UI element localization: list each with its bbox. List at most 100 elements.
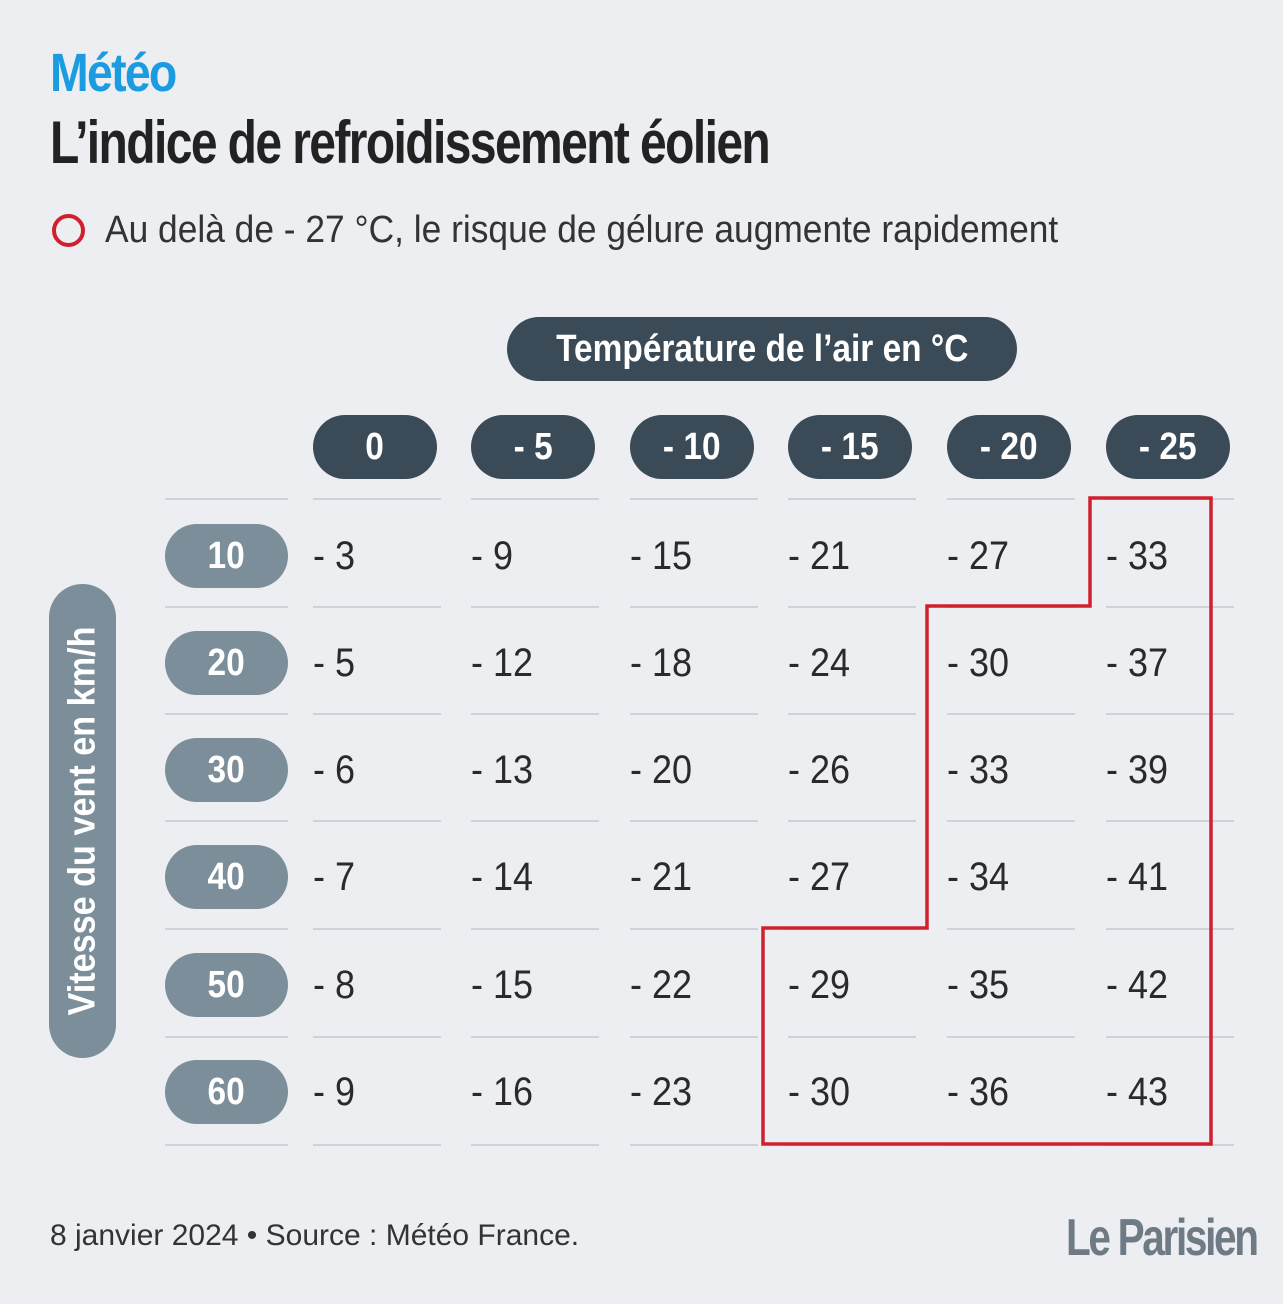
row-divider bbox=[947, 606, 1075, 608]
row-divider bbox=[165, 498, 288, 500]
row-divider bbox=[1106, 1036, 1234, 1038]
row-divider bbox=[630, 928, 758, 930]
table-cell: - 22 bbox=[630, 963, 693, 1007]
row-divider bbox=[947, 1144, 1075, 1146]
row-divider bbox=[788, 1144, 916, 1146]
table-cell: - 29 bbox=[788, 963, 851, 1007]
table-cell: - 14 bbox=[471, 855, 534, 899]
row-divider bbox=[313, 606, 441, 608]
row-divider bbox=[471, 1036, 599, 1038]
row-divider bbox=[471, 606, 599, 608]
column-header: - 20 bbox=[947, 415, 1071, 479]
table-cell: - 12 bbox=[471, 641, 534, 685]
row-divider bbox=[313, 928, 441, 930]
row-header: 40 bbox=[165, 845, 288, 909]
table-cell: - 16 bbox=[471, 1070, 534, 1114]
row-header: 30 bbox=[165, 738, 288, 802]
risk-circle-icon bbox=[52, 213, 85, 247]
row-divider bbox=[947, 498, 1075, 500]
row-divider bbox=[630, 1144, 758, 1146]
row-divider bbox=[1106, 606, 1234, 608]
row-divider bbox=[788, 713, 916, 715]
column-header: - 25 bbox=[1106, 415, 1230, 479]
row-header: 60 bbox=[165, 1060, 288, 1124]
row-divider bbox=[630, 498, 758, 500]
table-cell: - 27 bbox=[788, 855, 851, 899]
table-cell: - 35 bbox=[947, 963, 1010, 1007]
table-cell: - 8 bbox=[313, 963, 356, 1007]
row-divider bbox=[313, 1144, 441, 1146]
table-cell: - 9 bbox=[471, 534, 514, 578]
column-header: - 15 bbox=[788, 415, 912, 479]
table-cell: - 7 bbox=[313, 855, 356, 899]
row-header: 50 bbox=[165, 953, 288, 1017]
row-divider bbox=[947, 820, 1075, 822]
table-cell: - 33 bbox=[1106, 534, 1169, 578]
row-divider bbox=[313, 713, 441, 715]
row-divider bbox=[1106, 713, 1234, 715]
table-cell: - 39 bbox=[1106, 748, 1169, 792]
row-divider bbox=[788, 1036, 916, 1038]
table-cell: - 13 bbox=[471, 748, 534, 792]
page-title: L’indice de refroidissement éolien bbox=[50, 109, 771, 176]
row-divider bbox=[630, 713, 758, 715]
table-cell: - 42 bbox=[1106, 963, 1169, 1007]
row-divider bbox=[165, 713, 288, 715]
row-divider bbox=[788, 928, 916, 930]
row-divider bbox=[313, 498, 441, 500]
row-divider bbox=[313, 1036, 441, 1038]
table-cell: - 41 bbox=[1106, 855, 1169, 899]
row-divider bbox=[947, 928, 1075, 930]
table-cell: - 15 bbox=[630, 534, 693, 578]
legend: Au delà de - 27 °C, le risque de gélure … bbox=[52, 207, 1130, 253]
table-cell: - 36 bbox=[947, 1070, 1010, 1114]
row-divider bbox=[1106, 820, 1234, 822]
row-divider bbox=[313, 820, 441, 822]
table-cell: - 15 bbox=[471, 963, 534, 1007]
table-cell: - 5 bbox=[313, 641, 356, 685]
column-title: Température de l’air en °C bbox=[507, 317, 1017, 381]
table-cell: - 24 bbox=[788, 641, 851, 685]
row-divider bbox=[165, 606, 288, 608]
row-divider bbox=[165, 820, 288, 822]
row-divider bbox=[788, 498, 916, 500]
row-divider bbox=[630, 820, 758, 822]
table-cell: - 30 bbox=[947, 641, 1010, 685]
row-divider bbox=[471, 498, 599, 500]
legend-text: Au delà de - 27 °C, le risque de gélure … bbox=[105, 208, 1059, 251]
table-cell: - 27 bbox=[947, 534, 1010, 578]
row-divider bbox=[471, 713, 599, 715]
table-cell: - 37 bbox=[1106, 641, 1169, 685]
row-divider bbox=[630, 1036, 758, 1038]
row-divider bbox=[947, 1036, 1075, 1038]
table-cell: - 34 bbox=[947, 855, 1010, 899]
row-title: Vitesse du vent en km/h bbox=[49, 584, 116, 1058]
source-footer: 8 janvier 2024 • Source : Météo France. bbox=[50, 1219, 580, 1252]
table-cell: - 18 bbox=[630, 641, 693, 685]
table-cell: - 6 bbox=[313, 748, 356, 792]
table-cell: - 21 bbox=[630, 855, 693, 899]
row-header: 10 bbox=[165, 524, 288, 588]
row-divider bbox=[471, 820, 599, 822]
table-cell: - 20 bbox=[630, 748, 693, 792]
table-cell: - 30 bbox=[788, 1070, 851, 1114]
row-divider bbox=[788, 820, 916, 822]
table-cell: - 26 bbox=[788, 748, 851, 792]
row-divider bbox=[788, 606, 916, 608]
row-divider bbox=[471, 928, 599, 930]
row-divider bbox=[1106, 498, 1234, 500]
row-divider bbox=[1106, 928, 1234, 930]
row-divider bbox=[165, 928, 288, 930]
row-divider bbox=[630, 606, 758, 608]
column-header: - 5 bbox=[471, 415, 595, 479]
row-divider bbox=[165, 1036, 288, 1038]
row-divider bbox=[947, 713, 1075, 715]
row-divider bbox=[471, 1144, 599, 1146]
kicker: Météo bbox=[50, 43, 177, 103]
column-header: 0 bbox=[313, 415, 437, 479]
table-cell: - 21 bbox=[788, 534, 851, 578]
table-cell: - 23 bbox=[630, 1070, 693, 1114]
column-header: - 10 bbox=[630, 415, 754, 479]
table-cell: - 43 bbox=[1106, 1070, 1169, 1114]
table-cell: - 33 bbox=[947, 748, 1010, 792]
